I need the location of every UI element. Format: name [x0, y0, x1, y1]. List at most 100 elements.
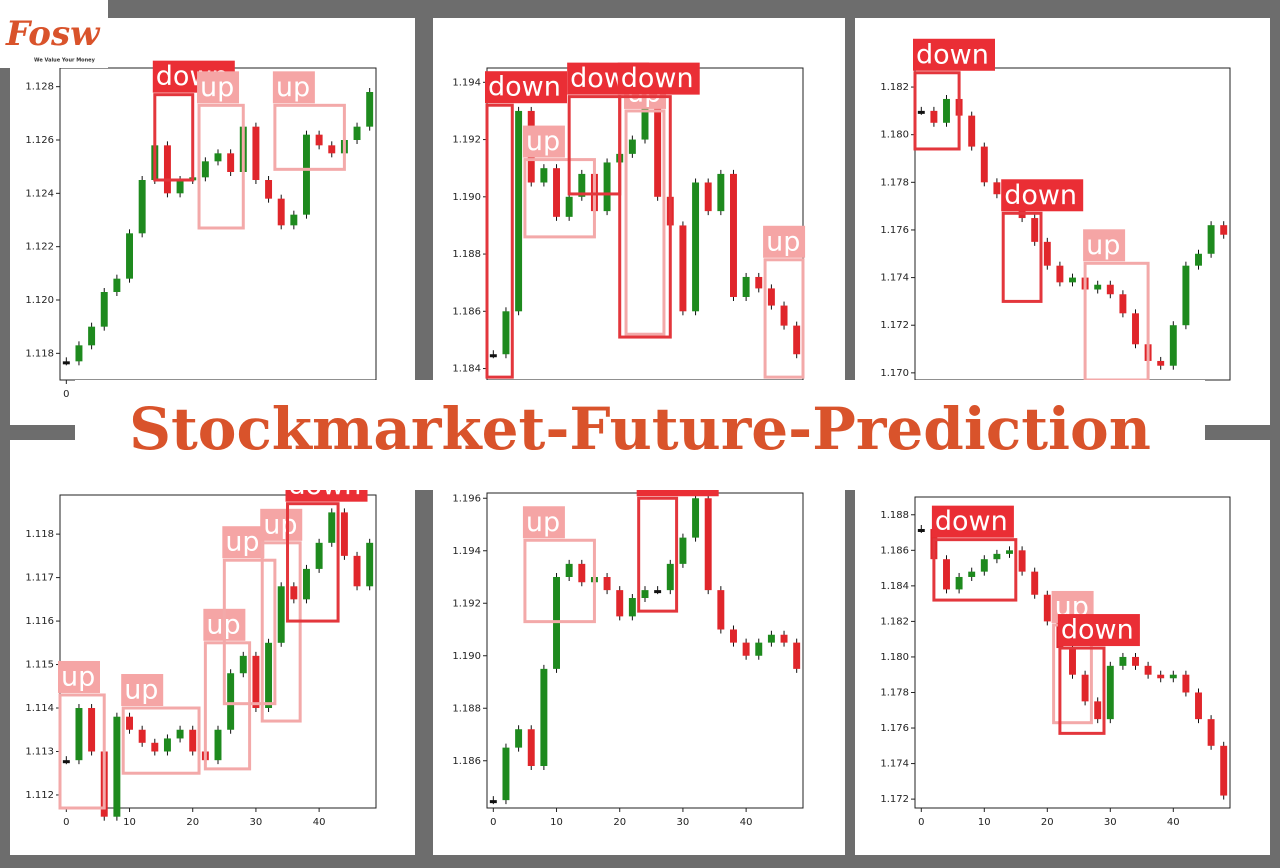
box-label: up	[276, 72, 310, 103]
candle	[138, 729, 146, 743]
y-tick-label: 1.117	[25, 573, 54, 584]
detection-box	[913, 71, 961, 151]
candle	[717, 590, 725, 630]
y-tick-label: 1.190	[452, 192, 481, 203]
candle	[1195, 253, 1202, 266]
candle	[1182, 674, 1190, 693]
box-label: down	[1061, 615, 1134, 646]
candle	[780, 634, 788, 643]
y-tick-label: 1.180	[880, 652, 909, 663]
x-tick-label: 40	[740, 817, 753, 828]
candle	[1220, 225, 1228, 235]
candle	[353, 555, 361, 587]
candle	[603, 577, 611, 591]
candle	[641, 96, 649, 140]
candle	[553, 168, 560, 217]
candle	[315, 542, 323, 569]
y-tick-label: 1.180	[880, 130, 909, 141]
candle	[755, 276, 763, 289]
x-tick-label: 10	[123, 817, 136, 828]
detection-box	[286, 502, 340, 623]
candle	[176, 729, 184, 739]
x-tick-label: 30	[677, 817, 690, 828]
candle	[1081, 674, 1089, 702]
candle	[717, 173, 725, 212]
box-label-bg	[1001, 179, 1084, 212]
detection-box	[618, 95, 672, 339]
candle	[955, 576, 963, 590]
candle	[654, 96, 662, 197]
candle	[176, 180, 184, 194]
candle	[603, 162, 611, 212]
y-tick-label: 1.184	[452, 364, 481, 375]
candle	[502, 311, 510, 355]
box-label: up	[263, 509, 297, 540]
box-label-bg	[931, 505, 1014, 538]
candle	[366, 92, 374, 127]
candle	[201, 161, 209, 178]
candle	[88, 708, 96, 752]
x-tick-label: 0	[490, 817, 496, 828]
detection-box	[637, 496, 679, 613]
x-tick-label: 30	[1104, 817, 1117, 828]
candle	[1031, 218, 1039, 242]
candle	[113, 278, 121, 292]
candle	[1157, 674, 1165, 679]
y-tick-label: 1.186	[452, 306, 481, 317]
detection-box	[222, 558, 277, 706]
candle	[730, 173, 737, 297]
candle	[641, 590, 649, 598]
candle	[1182, 265, 1190, 326]
candle	[980, 146, 988, 183]
candle	[515, 729, 523, 748]
x-tick-label: 20	[613, 817, 626, 828]
box-label-bg	[222, 526, 265, 559]
y-tick-label: 1.112	[25, 790, 54, 801]
candle	[489, 354, 497, 358]
candle	[767, 634, 775, 643]
candle	[1031, 571, 1039, 595]
candle	[62, 361, 70, 365]
candle	[1132, 656, 1139, 666]
candle	[1043, 241, 1051, 266]
detection-box	[203, 641, 252, 771]
page-title: Stockmarket-Future-Prediction	[129, 395, 1151, 463]
candle	[1195, 692, 1202, 720]
candle	[1056, 265, 1064, 283]
box-label-bg	[121, 674, 164, 707]
y-tick-label: 1.190	[452, 651, 481, 662]
y-tick-label: 1.192	[452, 598, 481, 609]
candle	[679, 225, 687, 312]
candle	[328, 145, 336, 154]
box-label-bg	[485, 71, 567, 104]
detection-box	[763, 258, 805, 379]
y-tick-label: 1.128	[25, 82, 54, 93]
candle	[227, 153, 235, 172]
box-label: down	[1004, 180, 1077, 211]
candle	[565, 196, 573, 217]
candle	[290, 586, 298, 600]
candle	[328, 512, 336, 543]
y-tick-label: 1.194	[452, 546, 481, 557]
candle	[742, 642, 750, 656]
y-tick-label: 1.178	[880, 687, 909, 698]
y-tick-label: 1.124	[25, 188, 54, 199]
y-tick-label: 1.116	[25, 616, 54, 627]
candle	[515, 110, 523, 312]
candle	[138, 180, 146, 234]
candle	[75, 345, 83, 362]
candle	[1069, 648, 1076, 675]
detection-box	[624, 109, 666, 336]
candle	[315, 134, 323, 146]
candle	[968, 115, 976, 147]
box-label-bg	[272, 71, 315, 104]
chart-panel: 1.186 1.188 1.190 1.192 1.194 1.196 0 10 20 30 40 u…	[433, 440, 845, 855]
x-tick-label: 0	[918, 817, 924, 828]
y-tick-label: 1.174	[880, 759, 909, 770]
candle	[1207, 225, 1215, 254]
chart-panel: 1.172 1.174 1.176 1.178 1.180 1.182 1.184 1.186…	[855, 440, 1270, 855]
y-tick-label: 1.188	[452, 249, 481, 260]
box-label: down	[916, 39, 989, 70]
